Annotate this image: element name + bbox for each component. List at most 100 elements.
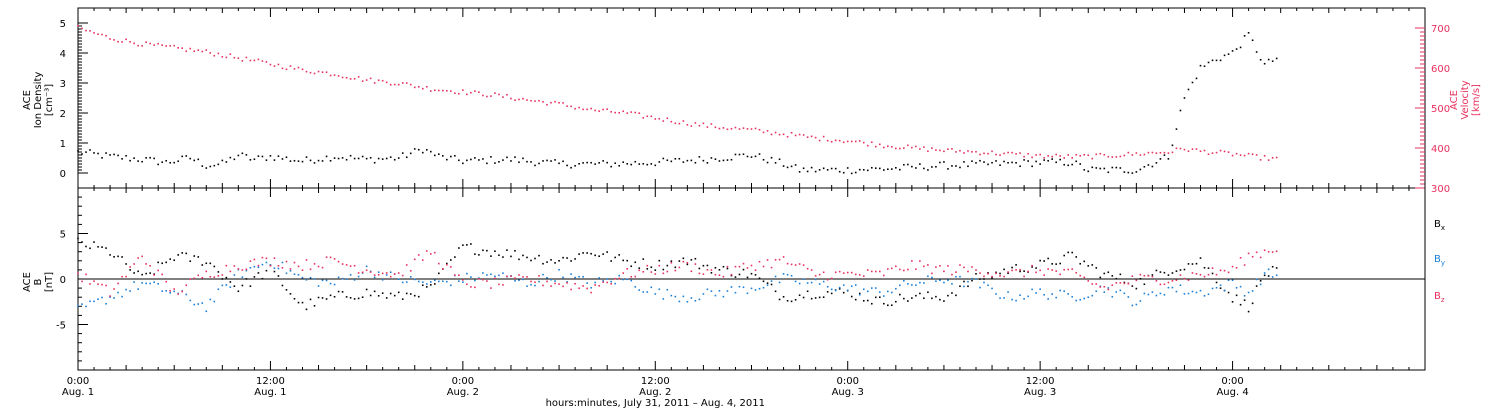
Bz-point [257,264,260,267]
density-point [1071,163,1074,166]
density-point [574,165,576,167]
By-point [578,275,580,278]
By-point [470,276,472,278]
velocity-point [1047,155,1049,157]
Bz-point [474,286,476,289]
density-point [919,163,921,165]
By-point [682,295,685,298]
By-point [317,285,320,287]
density-point [217,163,220,166]
density-point [498,161,500,163]
density-point [862,168,865,171]
Bz-point [1247,252,1250,255]
density-point [329,159,332,162]
By-point [201,302,204,304]
velocity-point [963,152,965,154]
By-point [991,287,993,290]
Bz-point [189,278,192,280]
Bx-point [466,244,468,246]
velocity-point [305,70,308,73]
By-point [947,279,949,281]
density-point [189,157,192,160]
density-point [353,157,356,160]
velocity-point [1095,153,1098,156]
Bx-point [241,284,244,287]
density-point [173,161,176,164]
Bz-point [1079,274,1082,277]
Bx-point [189,260,192,263]
velocity-point [646,115,649,118]
density-point [474,157,476,159]
density-point [666,159,669,162]
By-point [253,265,256,268]
velocity-point [766,130,769,132]
By-point [490,273,492,276]
upper-right-axis-label-line: Velocity [1460,80,1471,119]
By-point [153,281,155,283]
density-point [947,168,949,170]
By-point [650,286,653,289]
Bz-point [241,269,244,271]
velocity-point [93,32,95,34]
Bz-point [694,263,697,265]
density-point [1207,61,1210,64]
density-point [369,157,372,159]
velocity-point [197,49,200,51]
Bz-point [337,260,340,263]
By-point [586,282,588,284]
lower-left-tick-label: 0 [60,275,66,286]
velocity-point [678,122,681,125]
density-point [165,159,167,162]
density-point [746,155,749,158]
density-point [1015,162,1017,164]
Bx-point [530,259,532,262]
density-point [558,162,560,165]
By-point [558,268,560,271]
velocity-point [169,45,172,47]
By-point [1139,300,1142,302]
density-point [241,152,244,155]
Bz-point [594,284,596,286]
density-point [482,158,484,160]
Bx-point [1003,268,1005,271]
velocity-point [594,109,596,112]
Bz-point [650,271,653,273]
By-point [887,290,889,293]
By-point [742,286,745,289]
Bz-point [281,266,284,269]
density-point [782,165,785,167]
Bx-point [109,254,111,256]
density-point [289,160,292,162]
velocity-point [353,77,356,80]
By-point [169,292,172,294]
velocity-point [429,90,432,92]
Bz-point [478,278,480,280]
Bx-point [690,259,693,261]
By-point [542,273,544,276]
By-point [919,281,921,284]
velocity-point [586,108,588,111]
velocity-point [534,100,536,102]
Bz-point [1035,271,1037,274]
Bz-point [313,263,316,265]
By-point [1059,289,1061,292]
By-point [1123,292,1126,295]
Bz-point [919,260,921,262]
Bz-point [578,287,580,290]
density-point [1023,159,1025,161]
Bx-point [482,249,484,252]
velocity-point [1011,151,1013,154]
density-point [506,156,508,159]
density-point [157,163,159,166]
Bx-point [478,254,480,256]
velocity-point [1091,157,1094,160]
Bx-point [574,258,576,260]
density-point [638,163,641,165]
By-point [854,284,857,286]
Bz-point [899,268,901,271]
density-point [702,159,705,162]
density-point [878,167,881,170]
Bx-point [870,302,873,305]
velocity-point [297,66,300,69]
velocity-point [1203,149,1206,152]
